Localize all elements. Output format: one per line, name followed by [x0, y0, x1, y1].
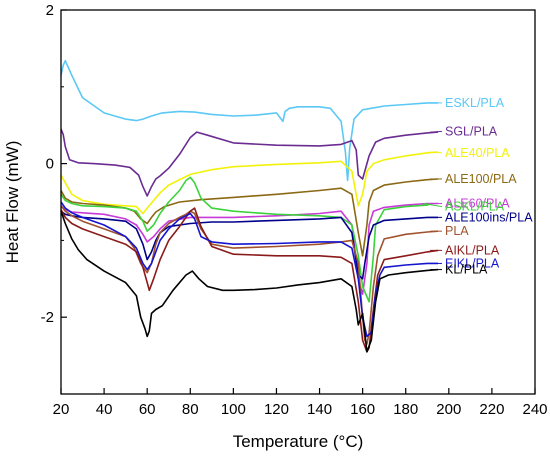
x-tick-label: 200	[436, 401, 461, 418]
series-layer	[60, 59, 439, 353]
legend-label: SGL/PLA	[445, 124, 498, 138]
plot-frame	[60, 9, 536, 395]
legend-label: KL/PLA	[445, 263, 488, 277]
x-tick-label: 100	[221, 401, 246, 418]
legend-leader	[423, 203, 443, 208]
legend-labels: ESKL/PLA SGL/PLA ALE40/PLA ALE100/PLA ALE60/…	[423, 96, 533, 277]
series-line	[60, 207, 439, 353]
x-axis-title: Temperature (°C)	[233, 432, 364, 451]
x-tick-label: 180	[393, 401, 418, 418]
series-line	[60, 210, 438, 280]
legend-label: ALE100/PLA	[445, 172, 517, 186]
axes	[60, 9, 536, 395]
x-tick-label: 20	[53, 401, 70, 418]
y-tick-label: -2	[41, 309, 54, 326]
series-line	[60, 151, 439, 215]
legend-label: AIKL/PLA	[445, 243, 500, 257]
x-tick-label: 120	[264, 401, 289, 418]
series-line	[60, 210, 439, 353]
ticks: 20 40 60 80 100 120 140 160 180 200 220 240 -2 0 2	[41, 2, 548, 418]
x-tick-label: 160	[350, 401, 375, 418]
y-tick-label: 2	[46, 2, 54, 19]
legend-label: ALE100ins/PLA	[445, 210, 533, 224]
y-axis-title: Heat Flow (mW)	[3, 141, 22, 264]
x-tick-label: 60	[139, 401, 156, 418]
legend-label: ASKL/PLA	[445, 200, 505, 214]
series-line	[60, 59, 438, 182]
series-line	[60, 202, 438, 295]
x-tick-label: 80	[182, 401, 199, 418]
x-tick-label: 40	[96, 401, 113, 418]
series-line	[60, 205, 439, 345]
series-line	[60, 201, 438, 338]
x-tick-label: 220	[479, 401, 504, 418]
legend-label: ALE40/PLA	[445, 146, 510, 160]
y-tick-label: 0	[46, 156, 54, 173]
legend-label: ALE60/PLA	[445, 197, 510, 211]
legend-label: PLA	[445, 224, 469, 238]
x-tick-label: 240	[522, 401, 547, 418]
series-line	[60, 176, 432, 303]
legend-leader	[430, 130, 443, 133]
x-tick-label: 140	[307, 401, 332, 418]
legend-leader	[430, 151, 443, 154]
legend-label: EIKL/PLA	[445, 256, 500, 270]
series-line	[60, 128, 439, 197]
legend-label: ESKL/PLA	[445, 96, 505, 110]
